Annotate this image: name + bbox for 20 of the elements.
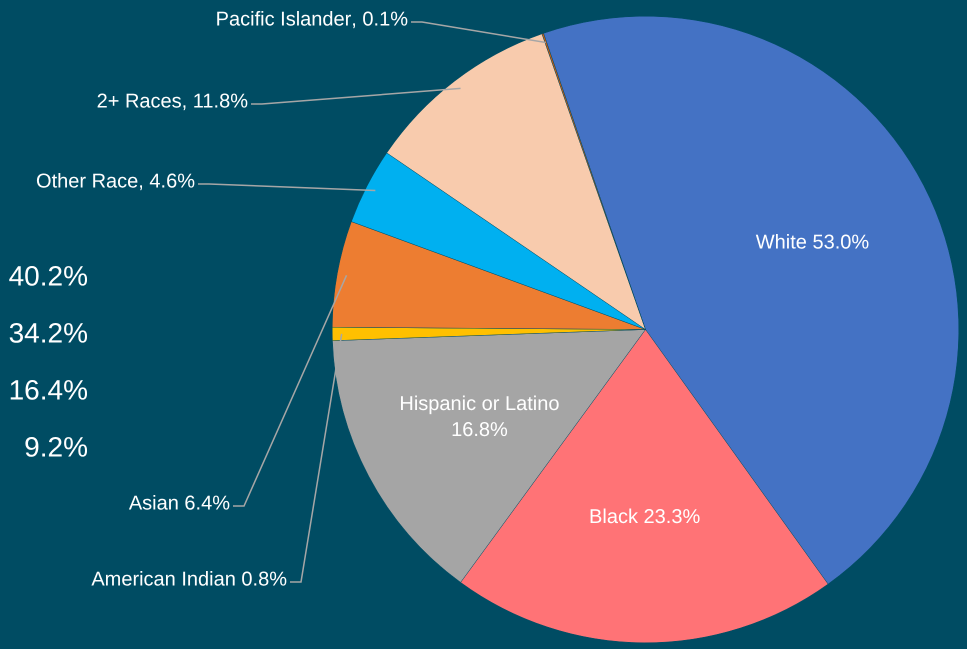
data-label: , 4.6% [138, 170, 196, 193]
data-label: 6.4% [184, 492, 230, 515]
data-label: 16.8% [451, 419, 508, 442]
slice-label: Asian [128, 492, 179, 515]
text: 9.2% [24, 432, 88, 463]
data-label: , 11.8% [182, 90, 248, 113]
text: 16.4% [8, 374, 88, 406]
data-label: 23.3% [644, 506, 700, 528]
text: 40.2% [8, 260, 88, 292]
slice-label: Black [589, 506, 639, 528]
data-label: 0.8% [241, 568, 288, 591]
slice-label: Other Race [36, 170, 138, 193]
slice-label: American Indian [91, 568, 236, 591]
slice-label: Hispanic or Latino [399, 393, 560, 416]
slice-label: Pacific Islander [216, 8, 352, 31]
text: 34.2% [8, 318, 88, 349]
slice-label: 2+ Races [96, 90, 182, 113]
data-label: 53.0% [812, 232, 870, 254]
data-label: , 0.1% [351, 8, 408, 31]
slice-label: White [756, 232, 807, 254]
